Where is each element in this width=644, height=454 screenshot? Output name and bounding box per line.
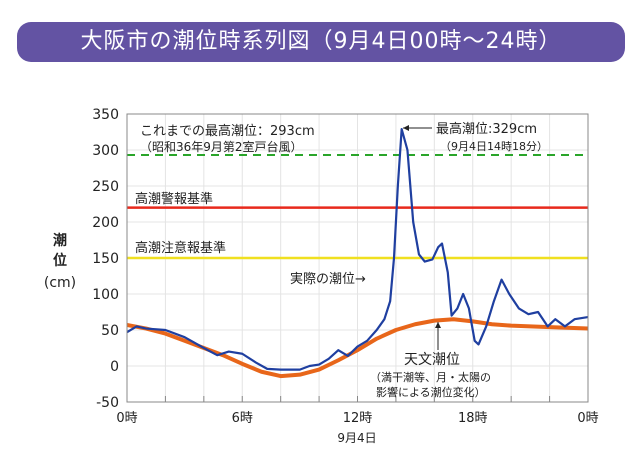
x-tick-label: 12時 — [343, 411, 373, 426]
ylabel-2: 位 — [53, 252, 67, 269]
advisory-label: 高潮注意報基準 — [135, 240, 226, 256]
astro-label: 天文潮位 — [404, 352, 460, 368]
y-tick-label: 50 — [101, 323, 119, 339]
x-tick-label: 0時 — [116, 411, 137, 426]
y-tick-label: 350 — [92, 107, 119, 123]
y-tick-label: 150 — [92, 251, 119, 267]
y-tick-label: 0 — [110, 359, 119, 375]
astro-sublabel-2: 影響による潮位変化） — [376, 385, 486, 399]
x-tick-label: 0時 — [577, 411, 598, 426]
observed-tide-line — [126, 128, 589, 371]
ylabel-3: (cm) — [44, 275, 76, 291]
peak-arrowhead — [403, 125, 409, 131]
y-tick-label: 250 — [92, 179, 119, 195]
y-tick-label: 200 — [92, 215, 119, 231]
warning-label: 高潮警報基準 — [135, 191, 213, 207]
y-tick-label: -50 — [96, 395, 119, 411]
actual-label: 実際の潮位→ — [290, 271, 366, 287]
peak-label: 最高潮位:329cm — [436, 121, 537, 137]
chart-title: 大阪市の潮位時系列図（9月4日00時～24時） — [17, 22, 625, 62]
ylabel-1: 潮 — [53, 232, 67, 249]
x-tick-label: 6時 — [232, 411, 253, 426]
astro-sublabel-1: （満干潮等、月・太陽の — [370, 370, 491, 384]
record-sublabel: （昭和36年9月第2室戸台風） — [140, 139, 303, 154]
y-tick-label: 100 — [92, 287, 119, 303]
x-sublabel: 9月4日 — [337, 431, 376, 445]
peak-sublabel: （9月4日14時18分） — [440, 140, 548, 153]
y-tick-label: 300 — [92, 143, 119, 159]
x-tick-label: 18時 — [458, 411, 488, 426]
astro-arrowhead — [435, 322, 441, 328]
record-label: これまでの最高潮位：293cm — [140, 123, 315, 139]
